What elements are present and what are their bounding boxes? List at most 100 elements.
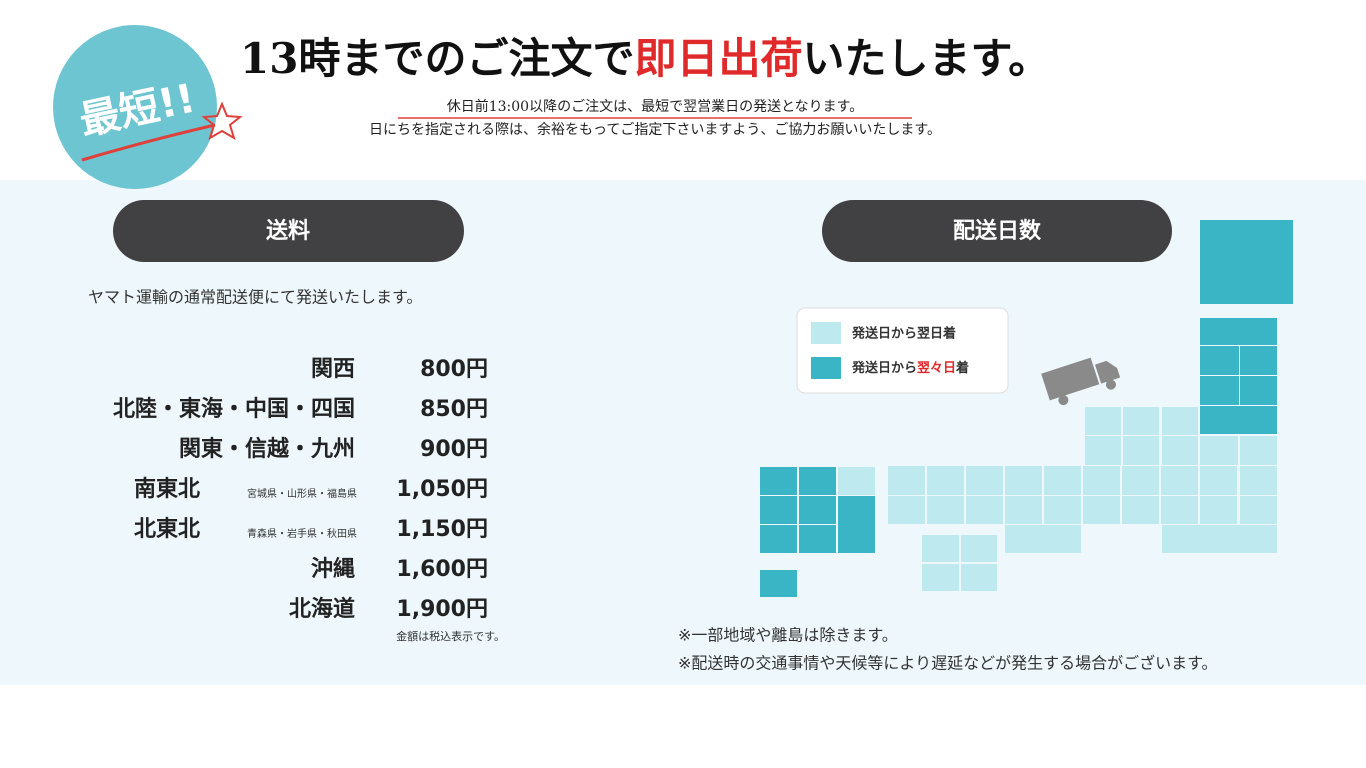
region: 北東北	[134, 517, 200, 542]
badge-circle	[53, 25, 217, 189]
region-light	[1044, 466, 1081, 495]
region-dark	[799, 467, 836, 495]
japan-map	[760, 220, 1293, 597]
note: 日にちを指定される際は、余裕をもってご指定下さいますよう、ご協力お願いいたします…	[369, 121, 941, 138]
region-detail: 宮城県・山形県・福島県	[247, 487, 357, 500]
region-dark	[1200, 406, 1277, 434]
price: 1,900円	[396, 597, 488, 622]
price: 1,050円	[396, 477, 488, 502]
legend-swatch	[811, 357, 841, 379]
region-light	[927, 466, 964, 495]
region-dark	[1200, 346, 1239, 375]
region-light	[1085, 436, 1121, 465]
region-light	[1240, 436, 1277, 465]
region-light	[1122, 466, 1159, 495]
region-light	[927, 496, 964, 524]
legend-text: 発送日から翌日着	[851, 326, 956, 342]
legend-swatch	[811, 322, 841, 344]
headline-after: いたします。	[802, 34, 1050, 83]
truck-wheel	[1105, 379, 1116, 390]
region-light	[922, 535, 959, 562]
region-light	[1162, 525, 1277, 553]
heading-pill	[822, 200, 1172, 262]
region-light	[1162, 407, 1198, 435]
legend-before: 発送日から	[851, 360, 917, 376]
region-dark	[760, 467, 797, 495]
region-dark	[760, 496, 797, 524]
heading: 送料	[266, 218, 310, 244]
region-light	[888, 496, 925, 524]
price: 850円	[420, 397, 488, 422]
headline-before: 13時までのご注文で	[240, 34, 634, 83]
truck-icon	[1041, 357, 1121, 406]
region-light	[1122, 496, 1159, 524]
legend-after: 着	[955, 360, 969, 376]
region: 北海道	[289, 596, 355, 622]
intro: ヤマト運輸の通常配送便にて発送いたします。	[88, 288, 422, 307]
region: 関西	[311, 357, 355, 382]
region-light	[1044, 496, 1081, 524]
heading: 配送日数	[953, 218, 1042, 244]
region-light	[1083, 496, 1120, 524]
region-light	[961, 535, 997, 562]
delivery-note: ※配送時の交通事情や天候等により遅延などが発生する場合がございます。	[678, 654, 1218, 673]
truck-wheel	[1058, 395, 1069, 406]
footnote: 金額は税込表示です。	[396, 629, 505, 643]
headline-highlight: 即日出荷	[634, 34, 802, 83]
price: 900円	[420, 437, 488, 462]
region-light	[838, 467, 875, 495]
region-light	[1085, 407, 1121, 435]
region: 北陸・東海・中国・四国	[113, 396, 355, 422]
region-dark	[1200, 318, 1277, 345]
price: 1,600円	[396, 557, 488, 582]
region-light	[1200, 496, 1237, 524]
region-light	[922, 564, 959, 591]
badge-star	[201, 101, 243, 141]
region: 南東北	[134, 477, 200, 502]
region-light	[1240, 496, 1277, 524]
region-light	[1162, 436, 1198, 465]
region-light	[1161, 496, 1198, 524]
region-dark	[799, 496, 836, 524]
region-dark	[1240, 376, 1277, 405]
region-light	[888, 466, 925, 495]
region-light	[1123, 407, 1159, 435]
region: 沖縄	[311, 557, 355, 582]
legend: 発送日から翌日着 発送日から翌々日着	[796, 307, 1009, 394]
region-light	[1005, 466, 1042, 495]
truck-body	[1041, 357, 1100, 401]
region-light	[961, 564, 997, 591]
region-dark	[1200, 376, 1239, 405]
legend-box	[796, 307, 1009, 394]
price: 1,150円	[396, 517, 488, 542]
badge: 最短!!	[53, 25, 243, 189]
region-light	[1005, 525, 1081, 553]
delivery-note: ※一部地域や離島は除きます。	[678, 626, 898, 645]
region-dark	[1200, 220, 1293, 304]
region-light	[1200, 466, 1237, 495]
truck-cab	[1094, 360, 1121, 384]
region-light	[1200, 436, 1238, 465]
region-light	[1083, 466, 1120, 495]
region-dark	[760, 570, 797, 597]
region-light	[1123, 436, 1159, 465]
region-detail: 青森県・岩手県・秋田県	[247, 527, 357, 540]
region: 関東・信越・九州	[179, 436, 355, 462]
region-dark	[760, 525, 797, 553]
headline: 13時までのご注文で即日出荷いたします。	[240, 34, 1050, 83]
region-dark	[838, 496, 875, 553]
region-dark	[799, 525, 836, 553]
legend-text: 発送日から翌々日着	[851, 360, 969, 376]
region-light	[966, 496, 1003, 524]
price: 800円	[420, 357, 488, 382]
heading-pill	[113, 200, 464, 262]
region-dark	[1240, 346, 1277, 375]
note: 休日前13:00以降のご注文は、最短で翌営業日の発送となります。	[447, 98, 864, 115]
legend-highlight: 翌々日	[917, 361, 956, 376]
region-light	[1240, 466, 1277, 495]
badge-swoosh	[81, 123, 216, 162]
region-light	[1161, 466, 1198, 495]
